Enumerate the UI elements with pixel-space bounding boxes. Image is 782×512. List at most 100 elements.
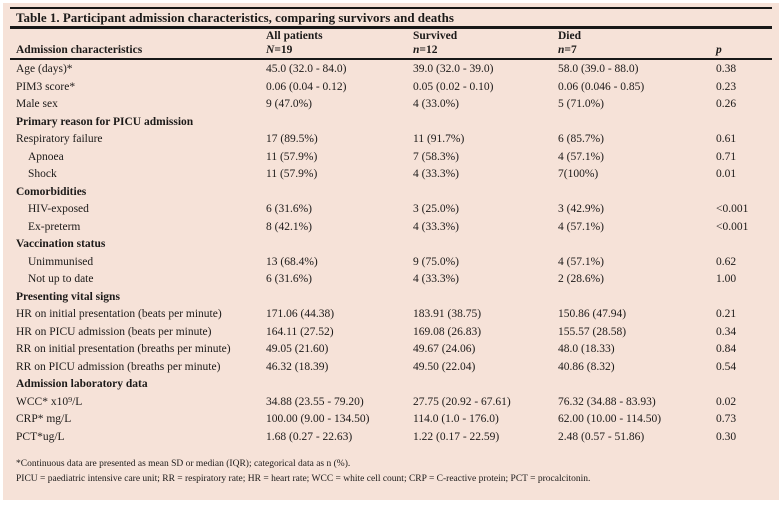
- table-row: Respiratory failure 17 (89.5%) 11 (91.7%) 6…: [16, 131, 771, 149]
- cell-all-patients: [266, 289, 413, 307]
- row-label: Apnoea: [28, 150, 64, 163]
- cell-died: 150.86 (47.94): [558, 308, 627, 320]
- cell-survived: 7 (58.3%): [413, 150, 459, 163]
- cell-p: <0.001: [716, 203, 749, 215]
- cell-died: 6 (85.7%): [558, 133, 604, 145]
- cell-survived: 183.91 (38.75): [413, 308, 482, 320]
- cell-survived: 4 (33.3%): [413, 220, 459, 233]
- cell-died: 48.0 (18.33): [558, 343, 615, 355]
- cell-p: 1.00: [716, 273, 737, 285]
- cell-p: [716, 376, 771, 394]
- cell-survived: 3 (25.0%): [413, 203, 459, 215]
- cell-all-patients: [266, 114, 413, 132]
- header-died: Died n=7: [558, 30, 581, 56]
- row-label: Male sex: [16, 98, 58, 110]
- cell-all-patients: 11 (57.9%): [266, 150, 318, 163]
- cell-all-patients: [266, 236, 413, 254]
- cell-died: [558, 184, 716, 202]
- cell-all-patients: 8 (42.1%): [266, 220, 312, 233]
- cell-p: 0.62: [716, 255, 737, 268]
- table-row: PCT*ug/L 1.68 (0.27 - 22.63) 1.22 (0.17 - …: [16, 429, 771, 447]
- cell-died: [558, 289, 716, 307]
- table-row: Ex-preterm 8 (42.1%) 4 (33.3%) 4 (57.1%) <0.…: [16, 219, 771, 237]
- header-admission-characteristics: Admission characteristics: [16, 43, 143, 56]
- cell-p: 0.21: [716, 308, 737, 320]
- table-row: HR on initial presentation (beats per mi…: [16, 306, 771, 324]
- cell-survived: 114.0 (1.0 - 176.0): [413, 413, 499, 425]
- cell-died: 58.0 (39.0 - 88.0): [558, 63, 639, 75]
- cell-died: 0.06 (0.046 - 0.85): [558, 80, 645, 93]
- cell-p: 0.38: [716, 63, 737, 75]
- cell-died: 3 (42.9%): [558, 203, 604, 215]
- cell-p: <0.001: [716, 220, 749, 233]
- table-row: WCC* x10⁹/L 34.88 (23.55 - 79.20) 27.75 (2…: [16, 394, 771, 412]
- cell-survived: [413, 236, 558, 254]
- section-row: Presenting vital signs: [16, 289, 771, 307]
- table-header: Admission characteristics All patients N…: [16, 30, 771, 57]
- row-label: Respiratory failure: [16, 133, 103, 145]
- cell-p: 0.73: [716, 413, 737, 425]
- header-survived: Survived n=12: [413, 30, 458, 56]
- table-row: Not up to date 6 (31.6%) 4 (33.3%) 2 (28.6%…: [16, 271, 771, 289]
- cell-p: 0.02: [716, 395, 737, 408]
- cell-survived: 1.22 (0.17 - 22.59): [413, 430, 500, 443]
- cell-p: 0.30: [716, 430, 737, 443]
- cell-all-patients: 34.88 (23.55 - 79.20): [266, 395, 364, 408]
- section-row: Comorbidities: [16, 184, 771, 202]
- row-label: Presenting vital signs: [16, 290, 120, 303]
- cell-p: 0.84: [716, 343, 737, 355]
- header-all-patients: All patients N=19: [266, 30, 323, 56]
- cell-all-patients: 164.11 (27.52): [266, 325, 334, 338]
- cell-all-patients: 6 (31.6%): [266, 273, 312, 285]
- cell-died: [558, 114, 716, 132]
- table-row: HIV-exposed 6 (31.6%) 3 (25.0%) 3 (42.9%) <0…: [16, 201, 771, 219]
- cell-died: 76.32 (34.88 - 83.93): [558, 395, 656, 408]
- header-p: p: [716, 43, 722, 56]
- row-label: Admission laboratory data: [16, 378, 148, 390]
- cell-p: [716, 114, 771, 132]
- cell-survived: [413, 376, 558, 394]
- cell-died: 5 (71.0%): [558, 98, 604, 110]
- under-title-rule: [10, 26, 772, 29]
- cell-died: [558, 376, 716, 394]
- row-label: Primary reason for PICU admission: [16, 115, 194, 128]
- row-label: Shock: [28, 168, 57, 180]
- cell-survived: 4 (33.3%): [413, 273, 459, 285]
- cell-died: 62.00 (10.00 - 114.50): [558, 413, 662, 425]
- top-rule: [10, 7, 772, 9]
- row-label: CRP* mg/L: [16, 413, 72, 425]
- cell-p: 0.54: [716, 360, 737, 373]
- row-label: Age (days)*: [16, 63, 73, 75]
- cell-p: 0.23: [716, 80, 737, 93]
- cell-all-patients: 49.05 (21.60): [266, 343, 329, 355]
- cell-all-patients: [266, 376, 413, 394]
- row-label: Comorbidities: [16, 185, 87, 198]
- cell-survived: 9 (75.0%): [413, 255, 459, 268]
- cell-p: [716, 184, 771, 202]
- row-label: Unimmunised: [28, 255, 94, 268]
- cell-died: [558, 236, 716, 254]
- cell-survived: 49.67 (24.06): [413, 343, 476, 355]
- row-label: PIM3 score*: [16, 80, 76, 93]
- row-label: RR on PICU admission (breaths per minute…: [16, 360, 221, 373]
- cell-survived: [413, 114, 558, 132]
- cell-survived: 11 (91.7%): [413, 133, 465, 145]
- section-row: Primary reason for PICU admission: [16, 114, 771, 132]
- cell-all-patients: 6 (31.6%): [266, 203, 312, 215]
- cell-survived: 169.08 (26.83): [413, 325, 482, 338]
- section-row: Admission laboratory data: [16, 376, 771, 394]
- cell-all-patients: 1.68 (0.27 - 22.63): [266, 430, 353, 443]
- section-row: Vaccination status: [16, 236, 771, 254]
- row-label: HR on initial presentation (beats per mi…: [16, 308, 222, 320]
- footnotes: *Continuous data are presented as mean S…: [16, 457, 769, 486]
- cell-survived: 39.0 (32.0 - 39.0): [413, 63, 494, 75]
- footnote-abbreviations: PICU = paediatric intensive care unit; R…: [16, 473, 591, 484]
- cell-all-patients: 171.06 (44.38): [266, 308, 335, 320]
- cell-died: 4 (57.1%): [558, 220, 604, 233]
- table-row: HR on PICU admission (beats per minute) 1…: [16, 324, 771, 342]
- cell-survived: 4 (33.0%): [413, 98, 459, 110]
- cell-all-patients: 11 (57.9%): [266, 168, 318, 180]
- table-rows: Age (days)* 45.0 (32.0 - 84.0) 39.0 (32.0 …: [16, 61, 771, 446]
- row-label: PCT*ug/L: [16, 430, 65, 443]
- cell-all-patients: 45.0 (32.0 - 84.0): [266, 63, 347, 75]
